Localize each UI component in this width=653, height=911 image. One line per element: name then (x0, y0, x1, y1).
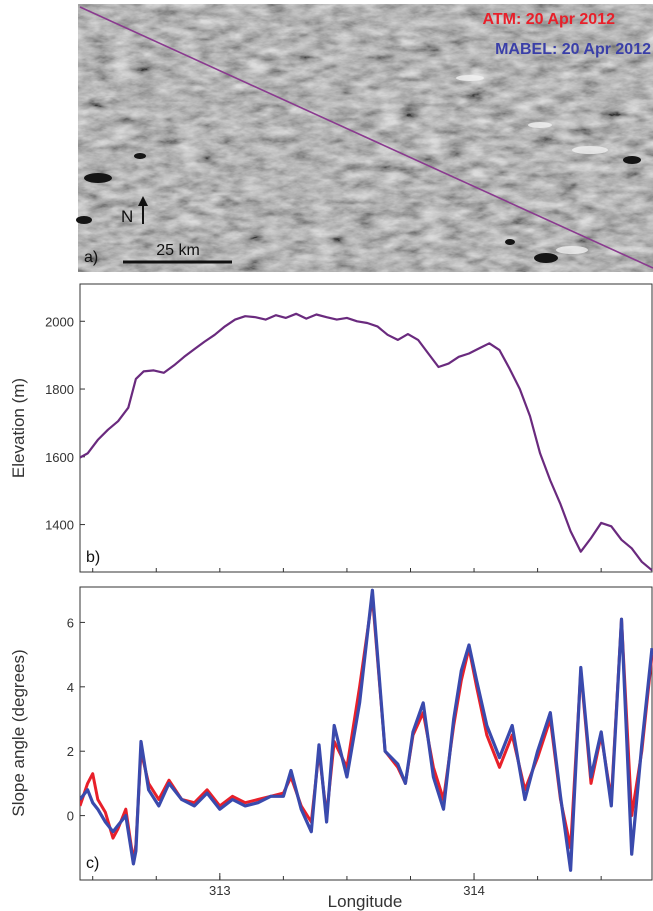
scale-label: 25 km (156, 242, 200, 259)
panel-a: ATM: 20 Apr 2012 MABEL: 20 Apr 2012 N a)… (76, 4, 653, 272)
panel-c-series (80, 588, 653, 872)
panel-b-label: b) (86, 549, 100, 566)
north-arrow-icon (138, 196, 148, 224)
panel-b: 1400 1600 1800 2000 Elevation (m) b) (9, 283, 653, 573)
panel-b-frame (79, 283, 653, 573)
panel-b-ytick-label: 1800 (45, 382, 74, 397)
panel-b-ytick-label: 1400 (45, 518, 74, 533)
panel-b-ytick-label: 2000 (45, 314, 74, 329)
panel-c-xlabel: Longitude (328, 892, 403, 911)
panel-c-xtick-label: 313 (209, 883, 231, 898)
panel-c-ylabel: Slope angle (degrees) (9, 649, 28, 816)
panel-c-xtick-label: 314 (463, 883, 485, 898)
panel-c: 0 2 4 6 313 314 Slope angle (degrees) c) Long… (9, 586, 653, 911)
panel-c-ytick-label: 0 (67, 809, 74, 824)
dark-crevasse-patches (76, 153, 641, 263)
panel-b-ytick-label: 1600 (45, 450, 74, 465)
legend-atm: ATM: 20 Apr 2012 (483, 11, 616, 28)
legend-mabel: MABEL: 20 Apr 2012 (495, 41, 651, 58)
panel-b-series-elevation-line (80, 312, 653, 572)
panel-c-ytick-label: 2 (67, 744, 74, 759)
panel-b-series (80, 312, 653, 572)
flight-track (79, 6, 653, 269)
panel-b-ticks: 1400 1600 1800 2000 (45, 314, 602, 572)
panel-a-label: a) (84, 249, 98, 266)
panel-c-ytick-label: 6 (67, 615, 74, 630)
panel-c-label: c) (86, 855, 99, 872)
relief-image (78, 4, 653, 272)
panel-c-ytick-label: 4 (67, 680, 74, 695)
panel-c-ticks: 0 2 4 6 313 314 (67, 615, 602, 898)
panel-c-series-mabel-line (80, 588, 653, 872)
bright-ridges (456, 75, 608, 254)
panel-b-ylabel: Elevation (m) (9, 378, 28, 478)
north-label: N (121, 207, 133, 226)
